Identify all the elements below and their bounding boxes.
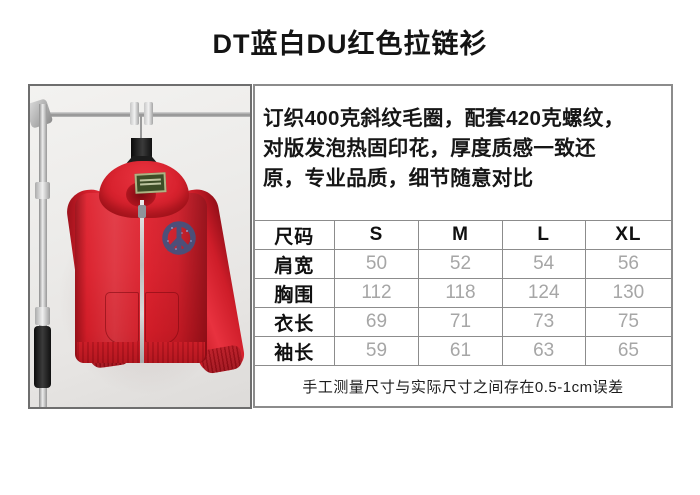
product-photo [28,84,252,409]
chest-s: 112 [333,278,420,308]
rail-clamp-left [130,102,139,125]
label-text-line [139,178,161,182]
zipper-pull [138,205,146,218]
shoulder-xl: 56 [584,249,671,279]
size-col-xl: XL [584,220,671,250]
shoulder-m: 52 [418,249,503,279]
product-description: 订织400克斜纹毛圈，配套420克螺纹， 对版发泡热固印花，厚度质感一致还 原，… [263,104,667,194]
table-row-shoulder: 肩宽 50 52 54 56 [255,249,671,279]
row-label-length: 衣长 [255,307,335,337]
sleeve-l: 63 [501,336,586,366]
light-stand-pole [39,104,47,407]
hanger-hook [140,116,142,141]
table-row-sleeve: 袖长 59 61 63 65 [255,336,671,366]
size-table: 尺码 S M L XL 肩宽 50 52 54 56 胸围 112 118 12… [255,220,671,366]
length-m: 71 [418,307,503,337]
row-label-chest: 胸围 [255,278,335,308]
size-header-label: 尺码 [255,220,335,250]
row-label-sleeve: 袖长 [255,336,335,366]
description-line: 原，专业品质，细节随意对比 [263,167,534,190]
jacket-pocket-right [145,292,179,344]
pole-clamp-lower [35,307,50,325]
length-xl: 75 [584,307,671,337]
rail-clamp-right [144,102,153,125]
chest-m: 118 [418,278,503,308]
chest-emblem-graphic [160,219,198,257]
peace-emblem-icon [162,221,196,255]
sleeve-s: 59 [333,336,420,366]
pole-foam-grip [34,326,51,388]
row-label-shoulder: 肩宽 [255,249,335,279]
pole-clamp-upper [35,182,50,199]
jacket-pocket-left [105,292,139,344]
length-s: 69 [333,307,420,337]
length-l: 73 [501,307,586,337]
table-row-length: 衣长 69 71 73 75 [255,307,671,337]
description-line: 订织400克斜纹毛圈，配套420克螺纹， [263,107,625,130]
chest-l: 124 [501,278,586,308]
description-line: 对版发泡热固印花，厚度质感一致还 [263,137,596,160]
shoulder-l: 54 [501,249,586,279]
sleeve-m: 61 [418,336,503,366]
measurement-note: 手工测量尺寸与实际尺寸之间存在0.5-1cm误差 [302,379,624,396]
shoulder-s: 50 [333,249,420,279]
clothing-rail [30,112,250,117]
table-row-chest: 胸围 112 118 124 130 [255,278,671,308]
page-title: DT蓝白DU红色拉链衫 [212,29,488,59]
collar-brand-label [134,172,167,194]
info-panel: 订织400克斜纹毛圈，配套420克螺纹， 对版发泡热固印花，厚度质感一致还 原，… [253,84,673,408]
jacket-zipper [140,200,144,363]
label-text-line [140,182,162,186]
size-col-s: S [333,220,420,250]
chest-xl: 130 [584,278,671,308]
size-col-l: L [501,220,586,250]
size-table-header-row: 尺码 S M L XL [255,220,671,250]
size-col-m: M [418,220,503,250]
sleeve-xl: 65 [584,336,671,366]
